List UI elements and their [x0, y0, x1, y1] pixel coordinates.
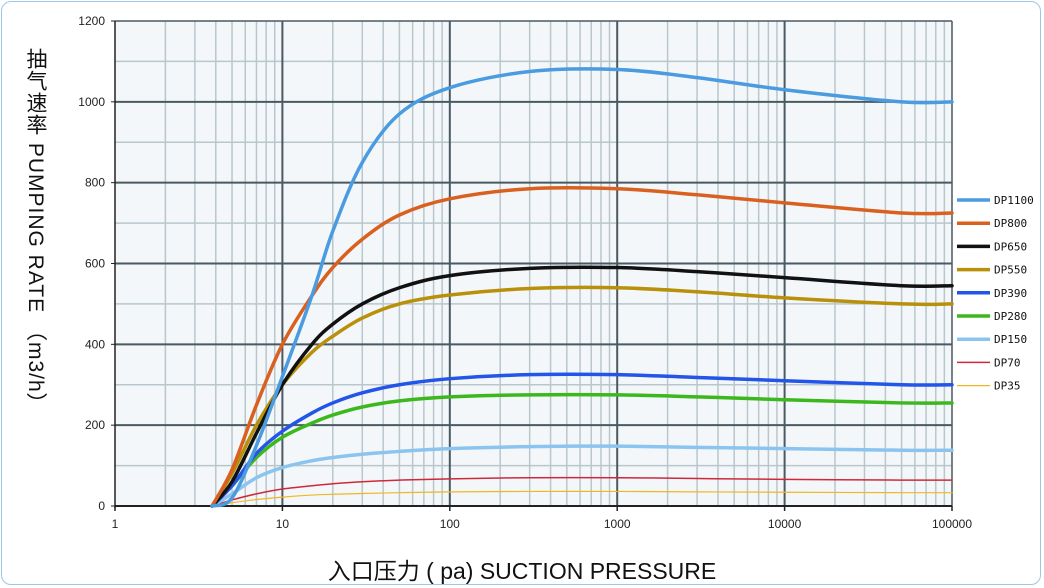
legend-label: DP150 [994, 333, 1027, 346]
legend-label: DP70 [994, 356, 1021, 369]
series-line-dp70 [211, 476, 953, 507]
series-line-dp280 [210, 392, 954, 508]
legend-label: DP550 [994, 264, 1027, 277]
x-tick-label: 1000 [604, 517, 631, 531]
y-axis-label: 抽气速率 PUMPING RATE （m3/h） [24, 48, 47, 415]
legend-label: DP35 [994, 380, 1021, 393]
y-tick-label: 1000 [78, 95, 105, 109]
legend-label: DP390 [994, 287, 1027, 300]
series-line-dp550 [210, 285, 954, 508]
series-line-dp35 [211, 490, 953, 507]
x-tick-label: 100 [440, 517, 460, 531]
y-tick-label: 0 [98, 499, 105, 513]
legend-label: DP800 [994, 217, 1027, 230]
x-tick-label: 10 [276, 517, 290, 531]
y-tick-label: 600 [85, 257, 105, 271]
x-tick-label: 10000 [768, 517, 802, 531]
legend-label: DP650 [994, 240, 1027, 253]
y-tick-label: 1200 [78, 14, 105, 28]
x-axis-label: 入口压力 ( pa) SUCTION PRESSURE [327, 558, 717, 584]
y-tick-label: 200 [85, 418, 105, 432]
series-line-dp150 [210, 444, 954, 508]
series-line-dp390 [210, 372, 954, 508]
legend-label: DP280 [994, 310, 1027, 323]
x-tick-label: 1 [112, 517, 119, 531]
x-tick-label: 100000 [932, 517, 972, 531]
series-line-dp800 [210, 185, 954, 508]
legend-label: DP1100 [994, 194, 1034, 207]
y-tick-label: 800 [85, 176, 105, 190]
series-line-dp1100 [210, 67, 954, 508]
y-tick-label: 400 [85, 337, 105, 351]
